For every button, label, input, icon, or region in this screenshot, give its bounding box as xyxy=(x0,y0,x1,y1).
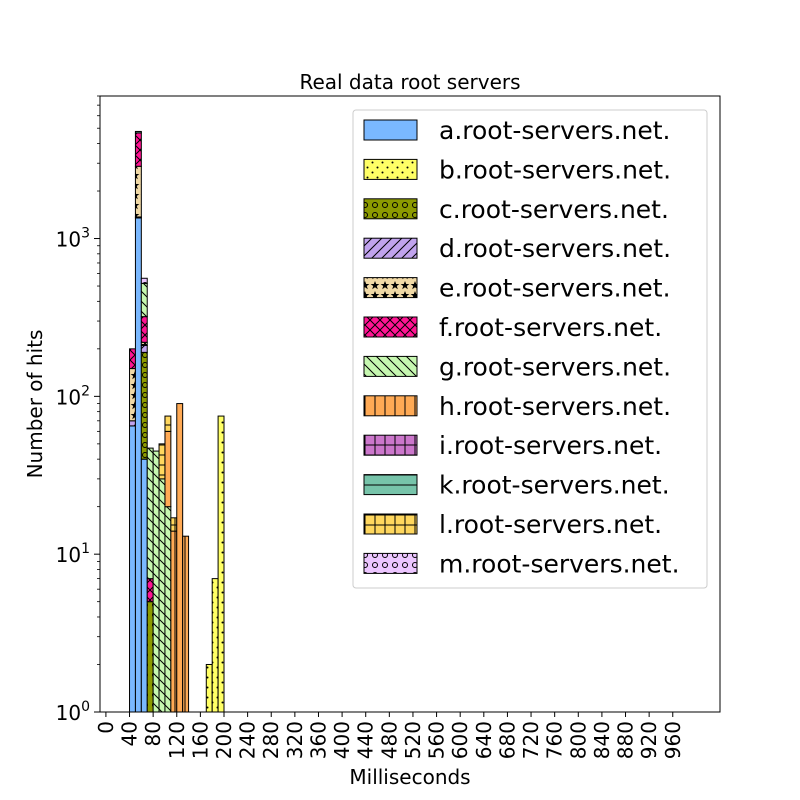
legend-label: e.root-servers.net. xyxy=(439,274,671,303)
legend-label: h.root-servers.net. xyxy=(439,392,671,421)
x-tick-label: 920 xyxy=(637,721,661,759)
bar-g-90 xyxy=(158,478,166,713)
legend-label: a.root-servers.net. xyxy=(439,116,671,145)
bar-b-170 xyxy=(205,663,213,713)
bar-f-40 xyxy=(129,348,136,370)
legend-label: c.root-servers.net. xyxy=(439,195,669,224)
x-tick-label: 0 xyxy=(94,721,118,734)
bar-h-100 xyxy=(164,430,172,508)
bar-f-60 xyxy=(140,316,148,343)
x-tick-label: 560 xyxy=(425,721,449,759)
bar-a-40 xyxy=(129,425,136,713)
bar-l-110 xyxy=(170,517,178,532)
y-tick-label: 100 xyxy=(56,699,90,725)
bar-d-40 xyxy=(129,420,136,427)
x-tick-label: 160 xyxy=(188,721,212,759)
chart-title: Real data root servers xyxy=(299,70,520,94)
bars-layer xyxy=(129,130,225,713)
x-tick-label: 640 xyxy=(472,721,496,759)
x-tick-label: 480 xyxy=(377,721,401,759)
legend-swatch xyxy=(363,198,418,220)
bar-f-50 xyxy=(134,132,142,167)
legend-swatch xyxy=(363,158,418,180)
x-axis: 0 40 80 120 160 200 240 280 320 360 400 440 480 520 56… xyxy=(94,712,685,759)
legend-swatch xyxy=(363,277,418,299)
x-tick-label: 80 xyxy=(141,721,165,746)
x-tick-label: 120 xyxy=(165,721,189,759)
legend-swatch xyxy=(363,513,418,535)
bar-k-50 xyxy=(134,130,142,134)
legend-label: i.root-servers.net. xyxy=(439,431,662,460)
x-tick-label: 840 xyxy=(590,721,614,759)
legend-label: l.root-servers.net. xyxy=(439,510,662,539)
bar-l-100 xyxy=(164,415,172,432)
x-tick-label: 680 xyxy=(495,721,519,759)
x-tick-label: 360 xyxy=(306,721,330,759)
x-tick-label: 240 xyxy=(236,721,260,759)
x-tick-label: 200 xyxy=(212,721,236,759)
y-tick-label: 102 xyxy=(56,383,90,409)
bar-h-130 xyxy=(182,535,190,713)
legend-label: b.root-servers.net. xyxy=(439,155,671,184)
x-axis-label: Milliseconds xyxy=(349,765,470,789)
legend-box xyxy=(352,109,708,589)
x-tick-label: 800 xyxy=(566,721,590,759)
legend-swatch xyxy=(363,434,418,456)
legend: a.root-servers.net. b.root-servers.net. c.… xyxy=(352,109,708,589)
bar-e-40 xyxy=(129,368,136,422)
x-tick-label: 760 xyxy=(543,721,567,759)
bar-c-60 xyxy=(140,351,148,460)
bar-h-120 xyxy=(176,403,184,713)
bar-g-80 xyxy=(152,450,160,713)
bar-f-70 xyxy=(146,578,154,603)
bar-b-180 xyxy=(211,578,219,713)
legend-swatch xyxy=(363,474,418,496)
legend-swatch xyxy=(363,552,418,574)
x-tick-label: 880 xyxy=(614,721,638,759)
legend-swatch xyxy=(363,355,418,377)
legend-swatch xyxy=(363,316,418,338)
x-tick-label: 280 xyxy=(259,721,283,759)
x-tick-label: 600 xyxy=(448,721,472,759)
bar-g-70 xyxy=(146,447,154,580)
bar-h-110 xyxy=(170,530,178,713)
x-tick-label: 440 xyxy=(354,721,378,759)
bar-l-90 xyxy=(158,443,166,480)
legend-label: k.root-servers.net. xyxy=(439,471,670,500)
bar-g-60 xyxy=(140,282,148,318)
x-tick-label: 720 xyxy=(519,721,543,759)
y-tick-label: 101 xyxy=(56,541,90,567)
bar-g-100 xyxy=(164,506,172,713)
bar-b-190 xyxy=(217,415,225,713)
x-tick-label: 40 xyxy=(118,721,142,746)
legend-swatch xyxy=(363,237,418,259)
legend-label: f.root-servers.net. xyxy=(439,313,662,342)
x-tick-label: 960 xyxy=(661,721,685,759)
legend-label: d.root-servers.net. xyxy=(439,234,671,263)
legend-swatch xyxy=(363,395,418,417)
y-axis-label: Number of hits xyxy=(23,330,47,479)
bar-m-60 xyxy=(140,277,148,284)
y-tick-label: 103 xyxy=(56,226,90,252)
x-tick-label: 320 xyxy=(283,721,307,759)
plot-frame xyxy=(99,95,721,713)
y-axis: 100 101 102 103 xyxy=(56,95,100,725)
bar-d-60 xyxy=(140,344,148,353)
bar-a-50 xyxy=(134,217,142,713)
legend-label: g.root-servers.net. xyxy=(439,352,671,381)
bar-e-50 xyxy=(134,165,142,218)
bar-c-70 xyxy=(146,601,154,713)
legend-swatch xyxy=(363,119,418,141)
x-tick-label: 520 xyxy=(401,721,425,759)
legend-label: m.root-servers.net. xyxy=(439,549,680,578)
x-tick-label: 400 xyxy=(330,721,354,759)
bar-a-60 xyxy=(140,458,148,713)
